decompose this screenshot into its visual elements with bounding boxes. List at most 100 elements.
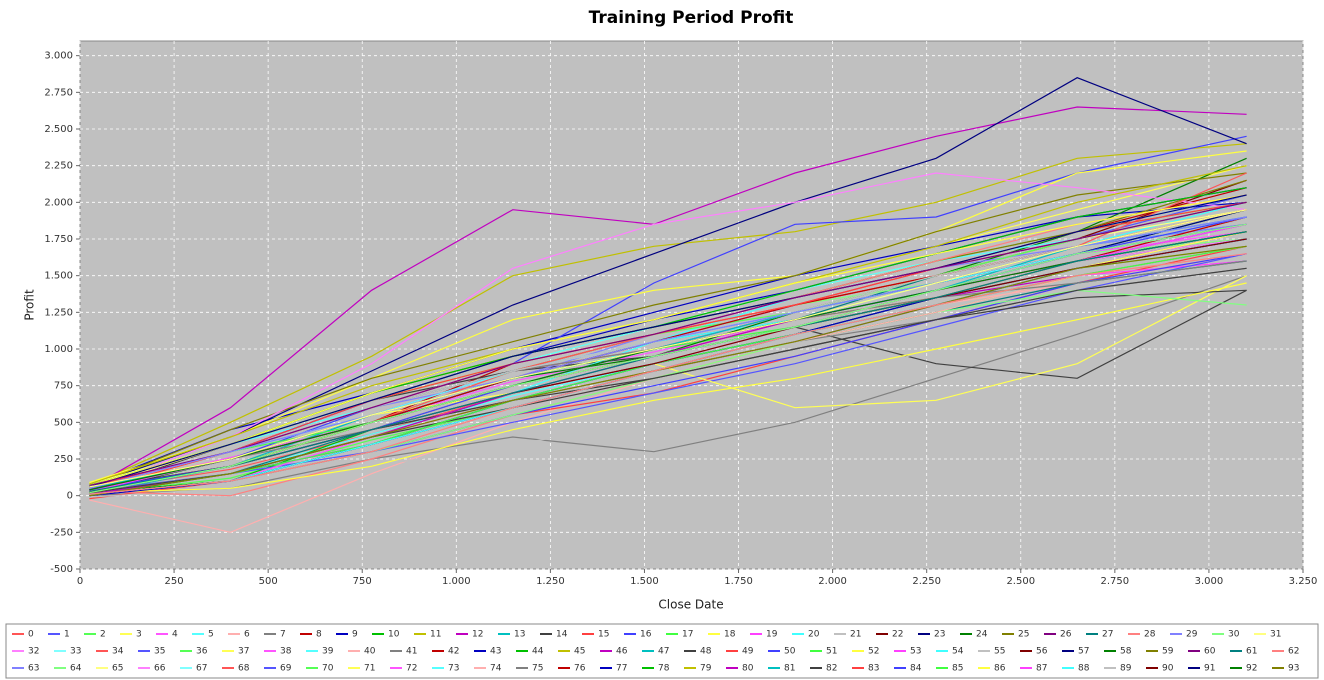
y-tick-label: 1.250 — [44, 307, 73, 318]
legend-label: 70 — [322, 664, 334, 674]
legend-label: 71 — [364, 664, 375, 674]
legend-label: 64 — [70, 664, 82, 674]
y-tick-label: 0 — [67, 491, 73, 502]
legend-label: 52 — [868, 647, 879, 657]
series-line — [89, 282, 1247, 494]
legend-label: 3 — [136, 630, 142, 640]
legend-label: 19 — [766, 630, 778, 640]
legend-label: 83 — [868, 664, 879, 674]
y-tick-label: 1.000 — [44, 344, 73, 355]
plot-area — [79, 40, 1304, 570]
y-tick-label: 2.000 — [44, 197, 73, 208]
legend-label: 17 — [682, 630, 693, 640]
legend-label: 87 — [1036, 664, 1047, 674]
legend-label: 91 — [1204, 664, 1215, 674]
legend-label: 57 — [1078, 647, 1089, 657]
y-tick-label: 3.000 — [44, 51, 73, 62]
legend-label: 51 — [826, 647, 837, 657]
y-tick-label: 1.500 — [44, 271, 73, 282]
y-tick-label: 2.500 — [44, 124, 73, 135]
series-line — [89, 275, 1247, 497]
legend-label: 18 — [724, 630, 736, 640]
legend-label: 76 — [574, 664, 586, 674]
series-line — [89, 253, 1247, 495]
legend-label: 2 — [100, 630, 106, 640]
legend-label: 10 — [388, 630, 400, 640]
legend-label: 43 — [490, 647, 501, 657]
series-line — [89, 150, 1247, 484]
legend-label: 12 — [472, 630, 483, 640]
x-tick-label: 2.250 — [912, 576, 941, 587]
legend-label: 81 — [784, 664, 795, 674]
x-tick-label: 3.000 — [1195, 576, 1224, 587]
y-tick-label: 1.750 — [44, 234, 73, 245]
legend-label: 25 — [1018, 630, 1029, 640]
legend-label: 14 — [556, 630, 568, 640]
x-axis-label: Close Date — [658, 598, 723, 612]
legend-label: 6 — [244, 630, 250, 640]
series-line — [89, 172, 1247, 491]
legend-label: 9 — [352, 630, 358, 640]
x-tick-label: 250 — [165, 576, 184, 587]
legend-label: 55 — [994, 647, 1005, 657]
legend-label: 82 — [826, 664, 837, 674]
legend-label: 36 — [196, 647, 208, 657]
legend-label: 75 — [532, 664, 543, 674]
x-tick-label: 1.250 — [536, 576, 565, 587]
y-tick-label: 500 — [54, 417, 73, 428]
legend-label: 88 — [1078, 664, 1090, 674]
legend-label: 89 — [1120, 664, 1132, 674]
legend-label: 31 — [1270, 630, 1281, 640]
y-tick-label: 2.250 — [44, 161, 73, 172]
legend-label: 40 — [364, 647, 376, 657]
x-tick-label: 3.250 — [1289, 576, 1318, 587]
legend-label: 90 — [1162, 664, 1174, 674]
legend-label: 47 — [658, 647, 669, 657]
legend-label: 7 — [280, 630, 286, 640]
legend-label: 15 — [598, 630, 609, 640]
legend-label: 67 — [196, 664, 207, 674]
legend-label: 32 — [28, 647, 39, 657]
legend-label: 84 — [910, 664, 922, 674]
y-tick-label: 2.750 — [44, 87, 73, 98]
series-line — [89, 223, 1247, 494]
legend-label: 86 — [994, 664, 1006, 674]
y-tick-label: -250 — [50, 527, 73, 538]
x-tick-label: 0 — [77, 576, 83, 587]
legend-label: 49 — [742, 647, 754, 657]
legend-label: 35 — [154, 647, 165, 657]
legend-label: 54 — [952, 647, 964, 657]
legend-label: 22 — [892, 630, 903, 640]
legend-label: 53 — [910, 647, 921, 657]
y-tick-label: -500 — [50, 564, 73, 575]
x-tick-label: 750 — [353, 576, 372, 587]
legend-label: 28 — [1144, 630, 1156, 640]
legend-label: 24 — [976, 630, 988, 640]
legend-label: 1 — [64, 630, 70, 640]
legend-label: 69 — [280, 664, 292, 674]
x-tick-label: 2.000 — [818, 576, 847, 587]
legend-label: 60 — [1204, 647, 1216, 657]
series-line — [89, 194, 1247, 486]
legend-label: 92 — [1246, 664, 1257, 674]
legend-label: 29 — [1186, 630, 1198, 640]
legend-label: 23 — [934, 630, 945, 640]
legend-label: 13 — [514, 630, 525, 640]
legend-label: 78 — [658, 664, 670, 674]
legend-label: 34 — [112, 647, 124, 657]
legend-label: 56 — [1036, 647, 1048, 657]
legend-label: 59 — [1162, 647, 1174, 657]
x-tick-label: 1.750 — [724, 576, 753, 587]
legend-label: 74 — [490, 664, 502, 674]
x-tick-label: 2.500 — [1006, 576, 1035, 587]
legend-label: 48 — [700, 647, 712, 657]
legend-label: 80 — [742, 664, 754, 674]
legend-label: 63 — [28, 664, 39, 674]
legend-label: 65 — [112, 664, 123, 674]
legend-label: 0 — [28, 630, 34, 640]
legend-label: 11 — [430, 630, 441, 640]
legend-label: 45 — [574, 647, 585, 657]
legend-label: 46 — [616, 647, 628, 657]
x-tick-label: 2.750 — [1101, 576, 1130, 587]
